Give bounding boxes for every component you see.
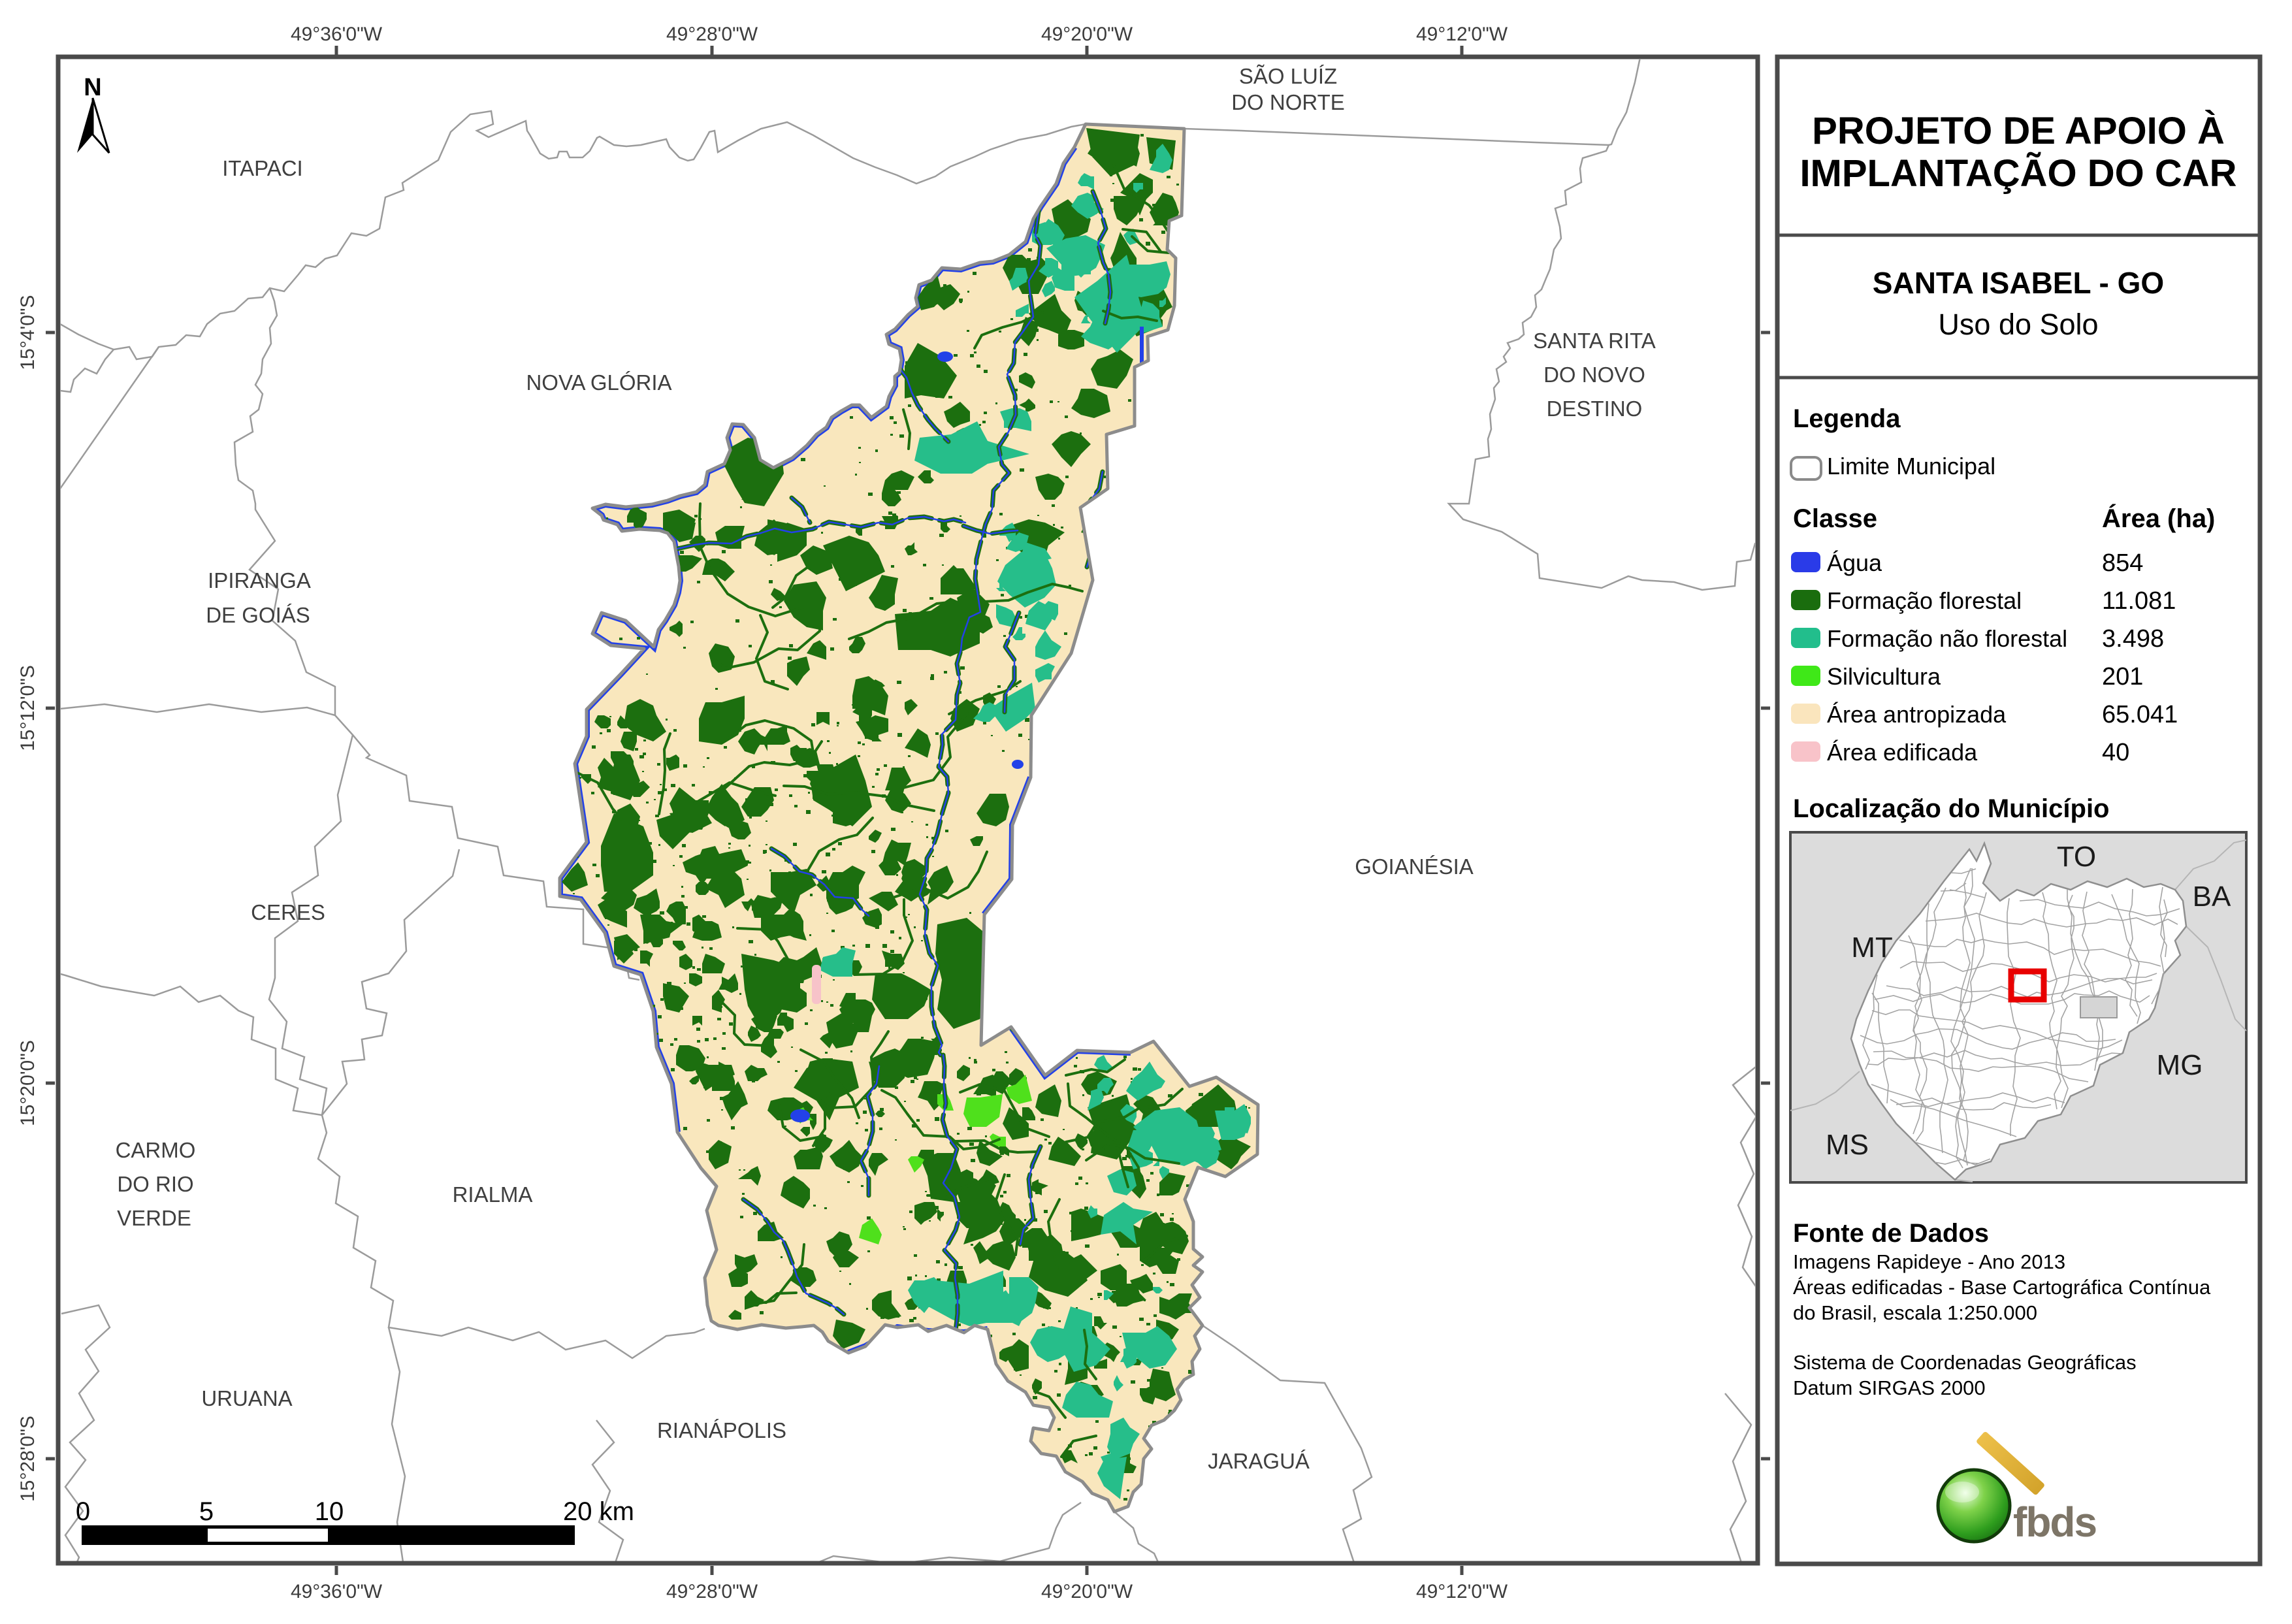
svg-text:ITAPACI: ITAPACI xyxy=(222,156,302,180)
svg-text:TO: TO xyxy=(2057,841,2096,873)
svg-text:Área edificada: Área edificada xyxy=(1827,739,1978,766)
svg-text:49°28'0"W: 49°28'0"W xyxy=(666,1581,758,1602)
svg-text:5: 5 xyxy=(199,1497,214,1526)
svg-text:GOIANÉSIA: GOIANÉSIA xyxy=(1355,854,1474,879)
svg-text:DO NOVO: DO NOVO xyxy=(1543,363,1645,387)
svg-text:49°28'0"W: 49°28'0"W xyxy=(666,24,758,45)
svg-text:Uso do Solo: Uso do Solo xyxy=(1938,308,2098,341)
svg-text:49°20'0"W: 49°20'0"W xyxy=(1041,24,1133,45)
svg-text:Imagens Rapideye - Ano 2013: Imagens Rapideye - Ano 2013 xyxy=(1793,1250,2065,1273)
svg-text:Classe: Classe xyxy=(1793,504,1877,533)
svg-text:NOVA GLÓRIA: NOVA GLÓRIA xyxy=(526,370,671,395)
svg-text:MS: MS xyxy=(1826,1129,1869,1161)
svg-text:40: 40 xyxy=(2102,739,2129,766)
svg-text:Água: Água xyxy=(1827,549,1882,576)
svg-text:CERES: CERES xyxy=(251,900,325,924)
svg-text:MT: MT xyxy=(1851,932,1893,964)
svg-text:do Brasil, escala 1:250.000: do Brasil, escala 1:250.000 xyxy=(1793,1301,2037,1324)
svg-text:Sistema de Coordenadas Geográf: Sistema de Coordenadas Geográficas xyxy=(1793,1351,2137,1374)
svg-text:RIALMA: RIALMA xyxy=(453,1182,533,1207)
svg-text:IPIRANGA: IPIRANGA xyxy=(208,568,311,593)
svg-text:15°12'0"S: 15°12'0"S xyxy=(17,665,39,751)
svg-text:Formação não florestal: Formação não florestal xyxy=(1827,625,2067,652)
svg-text:15°28'0"S: 15°28'0"S xyxy=(17,1416,39,1502)
svg-text:BA: BA xyxy=(2193,881,2231,913)
svg-text:N: N xyxy=(84,74,101,101)
svg-text:SANTA ISABEL - GO: SANTA ISABEL - GO xyxy=(1873,266,2164,300)
svg-text:10: 10 xyxy=(315,1497,344,1526)
svg-text:Limite Municipal: Limite Municipal xyxy=(1827,453,1995,479)
svg-text:DE GOIÁS: DE GOIÁS xyxy=(206,603,310,627)
svg-text:Fonte de Dados: Fonte de Dados xyxy=(1793,1219,1989,1248)
svg-text:49°20'0"W: 49°20'0"W xyxy=(1041,1581,1133,1602)
svg-text:15°20'0"S: 15°20'0"S xyxy=(17,1040,39,1126)
svg-text:3.498: 3.498 xyxy=(2102,625,2164,653)
svg-text:IMPLANTAÇÃO DO CAR: IMPLANTAÇÃO DO CAR xyxy=(1800,152,2236,195)
svg-text:VERDE: VERDE xyxy=(117,1206,191,1230)
svg-text:PROJETO DE APOIO À: PROJETO DE APOIO À xyxy=(1812,110,2225,152)
svg-text:49°36'0"W: 49°36'0"W xyxy=(291,24,383,45)
svg-text:15°4'0"S: 15°4'0"S xyxy=(17,295,39,370)
svg-text:JARAGUÁ: JARAGUÁ xyxy=(1208,1449,1310,1473)
svg-text:Silvicultura: Silvicultura xyxy=(1827,663,1941,690)
svg-text:49°12'0"W: 49°12'0"W xyxy=(1416,24,1508,45)
svg-text:URUANA: URUANA xyxy=(201,1386,292,1410)
svg-text:65.041: 65.041 xyxy=(2102,701,2178,728)
svg-text:RIANÁPOLIS: RIANÁPOLIS xyxy=(657,1418,786,1442)
svg-text:Localização do Município: Localização do Município xyxy=(1793,794,2110,823)
svg-text:Legenda: Legenda xyxy=(1793,404,1901,433)
svg-text:Datum SIRGAS 2000: Datum SIRGAS 2000 xyxy=(1793,1376,1986,1399)
svg-text:Formação florestal: Formação florestal xyxy=(1827,587,2022,614)
svg-text:CARMO: CARMO xyxy=(116,1138,196,1162)
svg-text:DO NORTE: DO NORTE xyxy=(1231,90,1345,114)
svg-text:SANTA RITA: SANTA RITA xyxy=(1533,329,1656,353)
svg-text:49°36'0"W: 49°36'0"W xyxy=(291,1581,383,1602)
svg-text:DESTINO: DESTINO xyxy=(1547,397,1643,421)
svg-text:0: 0 xyxy=(76,1497,90,1526)
svg-text:DO RIO: DO RIO xyxy=(117,1172,193,1196)
svg-text:49°12'0"W: 49°12'0"W xyxy=(1416,1581,1508,1602)
svg-text:201: 201 xyxy=(2102,663,2143,690)
svg-text:20 km: 20 km xyxy=(563,1497,634,1526)
svg-text:SÃO LUÍZ: SÃO LUÍZ xyxy=(1239,64,1337,88)
svg-text:Área (ha): Área (ha) xyxy=(2102,504,2215,533)
svg-text:fbds: fbds xyxy=(2013,1499,2096,1546)
svg-text:854: 854 xyxy=(2102,549,2143,577)
svg-text:Áreas edificadas - Base Cartog: Áreas edificadas - Base Cartográfica Con… xyxy=(1793,1276,2211,1299)
svg-text:Área antropizada: Área antropizada xyxy=(1827,701,2007,728)
svg-text:MG: MG xyxy=(2157,1049,2203,1081)
svg-text:11.081: 11.081 xyxy=(2102,587,2176,615)
